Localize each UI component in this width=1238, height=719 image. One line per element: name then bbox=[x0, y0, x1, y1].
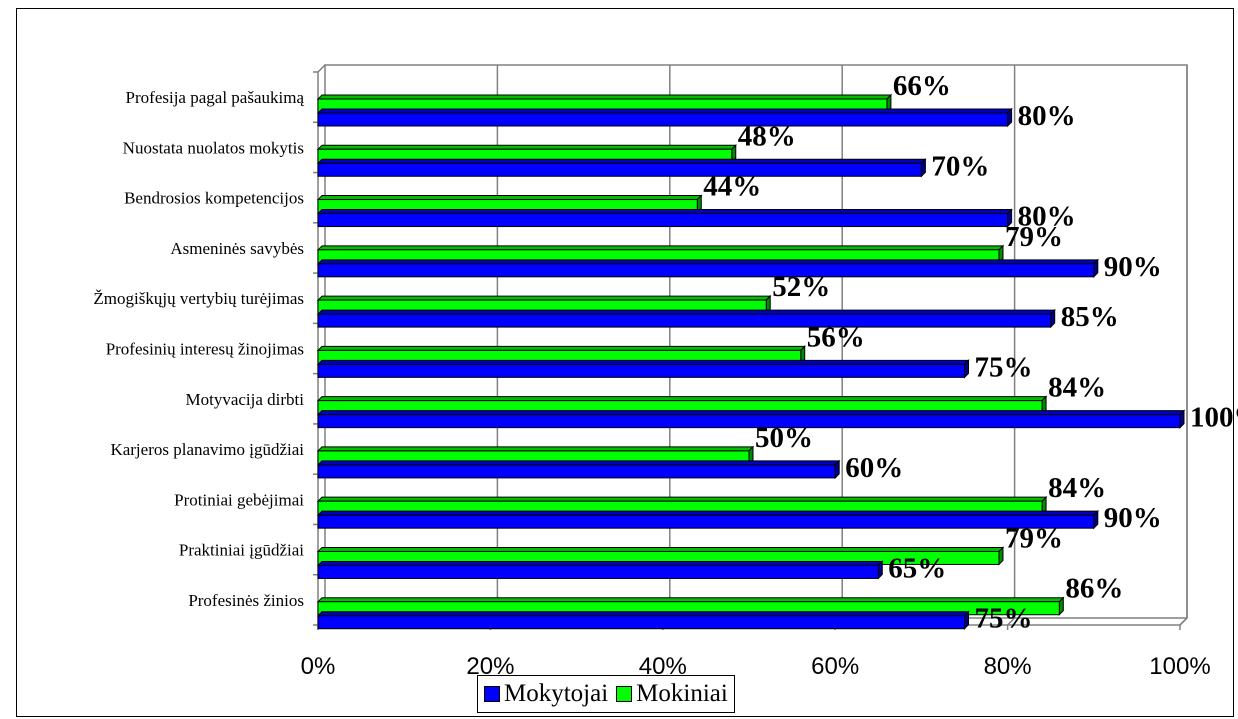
legend-item-mokiniai: Mokiniai bbox=[616, 680, 728, 708]
category-label: Bendrosios kompetencijos bbox=[124, 189, 304, 208]
data-label-mokiniai: 84% bbox=[1048, 372, 1106, 404]
legend-label-mokiniai: Mokiniai bbox=[636, 680, 728, 707]
category-label: Nuostata nuolatos mokytis bbox=[123, 138, 304, 157]
data-label-mokiniai: 44% bbox=[703, 171, 761, 203]
data-label-mokytojai: 90% bbox=[1104, 502, 1162, 534]
gridline-floor bbox=[1007, 617, 1016, 626]
bar-mokytojai bbox=[316, 359, 970, 379]
data-label-mokiniai: 79% bbox=[1005, 522, 1063, 554]
data-label-mokiniai: 56% bbox=[807, 321, 865, 353]
category-label: Profesija pagal pašaukimą bbox=[126, 88, 305, 107]
bar-mokytojai bbox=[316, 158, 927, 178]
data-label-mokytojai: 85% bbox=[1061, 301, 1119, 333]
data-label-mokytojai: 80% bbox=[1018, 201, 1076, 233]
data-label-mokiniai: 84% bbox=[1048, 472, 1106, 504]
category-label: Žmogiškųjų vertybių turėjimas bbox=[93, 289, 304, 308]
bar-mokytojai bbox=[316, 258, 1100, 279]
bar-mokytojai bbox=[316, 308, 1056, 329]
data-label-mokytojai: 70% bbox=[931, 150, 989, 182]
category-label: Motyvacija dirbti bbox=[185, 390, 304, 409]
category-label: Asmeninės savybės bbox=[170, 239, 304, 258]
data-label-mokytojai: 90% bbox=[1104, 251, 1162, 283]
data-label-mokytojai: 65% bbox=[888, 552, 946, 584]
data-label-mokiniai: 48% bbox=[738, 120, 796, 152]
category-label: Profesinių interesų žinojimas bbox=[106, 340, 304, 359]
data-label-mokiniai: 79% bbox=[1005, 221, 1063, 253]
x-tick-label: 0% bbox=[301, 653, 336, 680]
category-label: Praktiniai įgūdžiai bbox=[179, 541, 304, 560]
legend-label-mokytojai: Mokytojai bbox=[504, 680, 609, 707]
plot-depth-edge-top bbox=[317, 64, 326, 73]
x-tick-label: 100% bbox=[1149, 653, 1210, 680]
category-label: Protiniai gebėjimai bbox=[174, 490, 304, 509]
data-label-mokytojai: 75% bbox=[975, 351, 1033, 383]
category-label: Karjeros planavimo įgūdžiai bbox=[110, 440, 304, 459]
data-label-mokiniai: 66% bbox=[893, 70, 951, 102]
bar-mokytojai bbox=[316, 409, 1186, 429]
gridline-floor bbox=[1179, 617, 1188, 626]
bar-mokytojai bbox=[316, 610, 970, 630]
bar-mokytojai bbox=[316, 208, 1013, 228]
x-tick-label: 60% bbox=[811, 653, 859, 680]
bar-mokytojai bbox=[316, 509, 1100, 530]
data-label-mokytojai: 60% bbox=[845, 452, 903, 484]
data-label-mokiniai: 50% bbox=[755, 422, 813, 454]
bar-mokytojai bbox=[316, 459, 841, 480]
bar-mokytojai bbox=[316, 107, 1013, 128]
category-label: Profesinės žinios bbox=[188, 591, 304, 610]
data-label-mokytojai: 100% bbox=[1190, 402, 1238, 434]
legend: Mokytojai Mokiniai bbox=[477, 675, 735, 713]
data-label-mokytojai: 75% bbox=[975, 603, 1033, 635]
data-label-mokiniai: 52% bbox=[772, 271, 830, 303]
data-label-mokiniai: 86% bbox=[1065, 573, 1123, 605]
data-label-mokytojai: 80% bbox=[1018, 100, 1076, 132]
bar-mokytojai bbox=[316, 560, 884, 580]
legend-swatch-mokytojai bbox=[484, 686, 500, 702]
legend-item-mokytojai: Mokytojai bbox=[484, 680, 608, 708]
legend-swatch-mokiniai bbox=[616, 686, 633, 702]
x-tick-label: 80% bbox=[984, 653, 1032, 680]
